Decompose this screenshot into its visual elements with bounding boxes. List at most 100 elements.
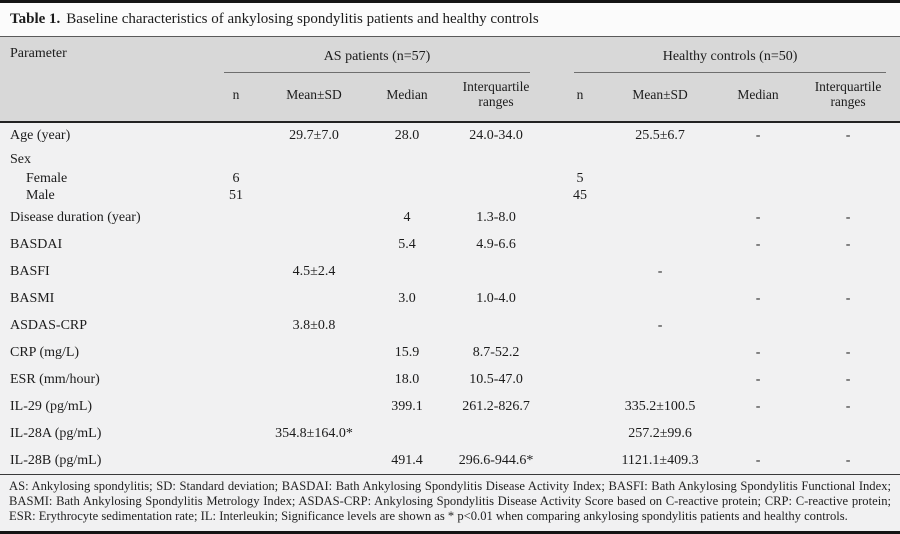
table-row-female: Female 6 5: [0, 170, 900, 187]
table-cell: 4: [403, 209, 411, 225]
table-cell: -: [845, 398, 851, 414]
column-header-hc-iqr: Interquartile ranges: [796, 73, 900, 122]
column-spacer: [544, 366, 560, 393]
table-cell: -: [657, 263, 663, 279]
table-cell: 1121.1±409.3: [621, 452, 699, 468]
table-cell: [796, 170, 900, 187]
table-row-il-28a: IL-28A (pg/mL) 354.8±164.0* 257.2±99.6: [0, 420, 900, 447]
column-spacer: [544, 312, 560, 339]
table-cell: [720, 187, 796, 204]
table-cell: [366, 187, 448, 204]
table-cell: [560, 393, 600, 420]
table-cell: [560, 447, 600, 474]
column-spacer: [544, 170, 560, 187]
table-cell: [366, 312, 448, 339]
table-cell: 399.1: [391, 398, 423, 414]
column-header-as-iqr: Interquartile ranges: [448, 73, 545, 122]
table-cell: [560, 285, 600, 312]
table-cell: 261.2-826.7: [462, 398, 530, 414]
row-label: BASDAI: [10, 236, 63, 252]
column-header-as-median: Median: [366, 73, 448, 122]
table-cell: [262, 187, 366, 204]
table-cell: [796, 420, 900, 447]
table-cell: 10.5-47.0: [469, 371, 523, 387]
table-cell: [796, 312, 900, 339]
table-cell: 4.5±2.4: [292, 263, 336, 279]
table-cell: 15.9: [394, 344, 420, 360]
table-cell: -: [845, 371, 851, 387]
table-cell: [796, 187, 900, 204]
table-caption: Baseline characteristics of ankylosing s…: [66, 11, 539, 27]
column-spacer: [544, 187, 560, 204]
table-row-male: Male 51 45: [0, 187, 900, 204]
row-label: Age (year): [10, 128, 71, 143]
group-header-healthy-controls-label: Healthy controls (n=50): [574, 43, 887, 73]
table-cell: -: [845, 344, 851, 360]
table-cell: [720, 420, 796, 447]
table-cell: 25.5±6.7: [635, 128, 685, 143]
table-cell: [600, 285, 720, 312]
table-cell: [560, 312, 600, 339]
table-cell: -: [755, 290, 761, 306]
table-cell: [560, 231, 600, 258]
column-header-hc-median: Median: [720, 73, 797, 122]
table-row-basdai: BASDAI 5.4 4.9-6.6 - -: [0, 231, 900, 258]
table-cell: [210, 366, 262, 393]
table-cell: -: [755, 236, 761, 252]
table-cell: 3.8±0.8: [292, 317, 336, 333]
table-row-crp: CRP (mg/L) 15.9 8.7-52.2 - -: [0, 339, 900, 366]
table-cell: [720, 312, 796, 339]
table-cell: -: [845, 209, 851, 225]
table-row-basmi: BASMI 3.0 1.0-4.0 - -: [0, 285, 900, 312]
group-header-as-patients-label: AS patients (n=57): [224, 43, 531, 73]
column-header-hc-n: n: [560, 73, 601, 122]
table-row-basfi: BASFI 4.5±2.4 -: [0, 258, 900, 285]
table-cell: 18.0: [394, 371, 420, 387]
row-label: BASFI: [10, 263, 50, 279]
table-cell: [262, 149, 366, 170]
column-spacer: [544, 393, 560, 420]
table-cell: [796, 149, 900, 170]
table-cell: [448, 420, 544, 447]
table-cell: -: [845, 128, 851, 143]
column-spacer: [544, 258, 560, 285]
table-cell: [210, 312, 262, 339]
table-cell: -: [755, 209, 761, 225]
table-cell: [262, 447, 366, 474]
table-cell: -: [755, 452, 761, 468]
table-cell: 491.4: [391, 452, 423, 468]
table-cell: [210, 420, 262, 447]
table-cell: 1.3-8.0: [476, 209, 516, 225]
table-cell: 354.8±164.0*: [275, 425, 353, 441]
table-cell: [560, 149, 600, 170]
column-spacer: [544, 420, 560, 447]
table-cell: [210, 339, 262, 366]
column-spacer: [544, 149, 560, 170]
table-number: Table 1.: [10, 11, 61, 27]
table-cell: -: [755, 128, 761, 143]
table-cell: [560, 366, 600, 393]
table-cell: [366, 258, 448, 285]
table-cell: [366, 149, 448, 170]
table-cell: 45: [573, 187, 588, 203]
column-spacer: [544, 285, 560, 312]
table-cell: [720, 170, 796, 187]
table-row-esr: ESR (mm/hour) 18.0 10.5-47.0 - -: [0, 366, 900, 393]
row-label: Disease duration (year): [10, 209, 141, 225]
table-cell: [796, 258, 900, 285]
table-cell: 24.0-34.0: [469, 128, 523, 143]
baseline-characteristics-table: Parameter AS patients (n=57) Healthy con…: [0, 37, 900, 474]
table-row-il-29: IL-29 (pg/mL) 399.1 261.2-826.7 335.2±10…: [0, 393, 900, 420]
table-cell: [560, 258, 600, 285]
table-cell: 6: [232, 170, 240, 186]
table-row-age: Age (year) 29.7±7.0 28.0 24.0-34.0 25.5±…: [0, 122, 900, 149]
table-row-sex: Sex: [0, 149, 900, 170]
table-cell: [210, 149, 262, 170]
table-cell: [560, 204, 600, 231]
table-cell: [560, 339, 600, 366]
table-cell: [210, 447, 262, 474]
row-label: ASDAS-CRP: [10, 317, 88, 333]
table-cell: [600, 366, 720, 393]
group-header-row: Parameter AS patients (n=57) Healthy con…: [0, 37, 900, 122]
